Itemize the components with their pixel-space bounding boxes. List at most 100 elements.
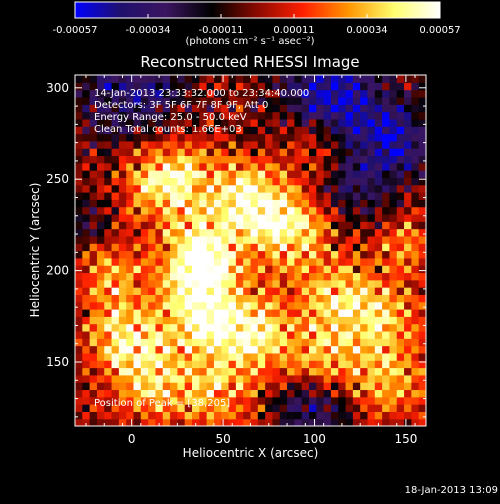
heatmap-cell (148, 192, 157, 200)
heatmap-cell (228, 96, 237, 105)
heatmap-cell (345, 396, 354, 405)
heatmap-cell (301, 287, 310, 295)
heatmap-cell (367, 382, 376, 391)
heatmap-cell (140, 301, 149, 310)
heatmap-cell (250, 250, 259, 259)
heatmap-cell (411, 75, 420, 83)
heatmap-cell (199, 272, 208, 281)
heatmap-cell (279, 96, 288, 105)
heatmap-cell (192, 323, 200, 332)
heatmap-cell (96, 338, 105, 347)
heatmap-cell (192, 96, 200, 105)
heatmap-cell (148, 250, 157, 259)
heatmap-cell (294, 265, 303, 274)
heatmap-cell (374, 294, 383, 303)
heatmap-cell (294, 287, 303, 295)
heatmap-cell (404, 396, 412, 405)
heatmap-cell (104, 228, 113, 237)
heatmap-cell (133, 126, 142, 135)
heatmap-cell (104, 155, 113, 164)
heatmap-cell (148, 228, 157, 237)
heatmap-cell (184, 213, 193, 222)
heatmap-cell (279, 272, 288, 281)
heatmap-cell (111, 192, 120, 200)
heatmap-cell (126, 279, 135, 288)
heatmap-cell (272, 272, 281, 281)
heatmap-cell (309, 301, 317, 310)
heatmap-cell (301, 140, 310, 149)
heatmap-cell (170, 404, 178, 412)
heatmap-cell (140, 184, 149, 193)
heatmap-cell (148, 155, 157, 164)
heatmap-cell (104, 279, 113, 288)
heatmap-cell (323, 309, 332, 317)
heatmap-cell (294, 374, 303, 383)
heatmap-cell (206, 352, 215, 361)
heatmap-cell (199, 89, 208, 98)
heatmap-cell (323, 338, 332, 347)
heatmap-cell (170, 155, 178, 164)
heatmap-cell (345, 243, 354, 252)
heatmap-cell (126, 199, 135, 208)
heatmap-cell (155, 345, 164, 354)
heatmap-cell (316, 418, 325, 426)
heatmap-cell (367, 126, 376, 135)
heatmap-cell (111, 309, 120, 317)
heatmap-cell (360, 192, 369, 200)
heatmap-cell (411, 148, 420, 157)
heatmap-cell (338, 221, 347, 230)
heatmap-cell (323, 221, 332, 230)
heatmap-cell (294, 192, 303, 200)
heatmap-cell (155, 316, 164, 325)
heatmap-cell (148, 104, 157, 113)
heatmap-cell (111, 118, 120, 127)
heatmap-cell (367, 374, 376, 383)
heatmap-cell (272, 148, 281, 157)
heatmap-cell (133, 213, 142, 222)
heatmap-cell (155, 192, 164, 200)
x-tick-label: 0 (128, 432, 136, 446)
heatmap-cell (184, 389, 193, 398)
heatmap-cell (272, 177, 281, 186)
heatmap-cell (411, 374, 420, 383)
heatmap-cell (96, 213, 105, 222)
heatmap-cell (111, 374, 120, 383)
heatmap-cell (360, 133, 369, 142)
heatmap-cell (162, 389, 171, 398)
heatmap-cell (206, 235, 215, 244)
heatmap-cell (82, 184, 91, 193)
heatmap-cell (155, 111, 164, 120)
heatmap-cell (272, 111, 281, 120)
heatmap-cell (221, 294, 230, 303)
heatmap-cell (118, 352, 127, 361)
heatmap-cell (265, 330, 274, 339)
heatmap-cell (367, 316, 376, 325)
heatmap-cell (265, 104, 274, 113)
heatmap-cell (272, 243, 281, 252)
heatmap-cell (265, 82, 274, 91)
heatmap-cell (367, 243, 376, 252)
heatmap-cell (243, 162, 252, 171)
heatmap-cell (111, 279, 120, 288)
heatmap-cell (162, 360, 171, 369)
heatmap-cell (140, 155, 149, 164)
heatmap-cell (323, 330, 332, 339)
heatmap-cell (330, 279, 339, 288)
heatmap-cell (345, 272, 354, 281)
heatmap-cell (265, 243, 274, 252)
heatmap-cell (367, 323, 376, 332)
heatmap-cell (111, 104, 120, 113)
heatmap-cell (404, 133, 412, 142)
heatmap-cell (140, 221, 149, 230)
heatmap-cell (294, 279, 303, 288)
heatmap-cell (162, 316, 171, 325)
heatmap-cell (89, 301, 98, 310)
heatmap-cell (265, 257, 274, 266)
heatmap-cell (367, 89, 376, 98)
heatmap-cell (382, 243, 391, 252)
heatmap-cell (257, 155, 266, 164)
heatmap-cell (309, 265, 317, 274)
heatmap-cell (126, 257, 135, 266)
heatmap-cell (338, 243, 347, 252)
heatmap-cell (206, 396, 215, 405)
